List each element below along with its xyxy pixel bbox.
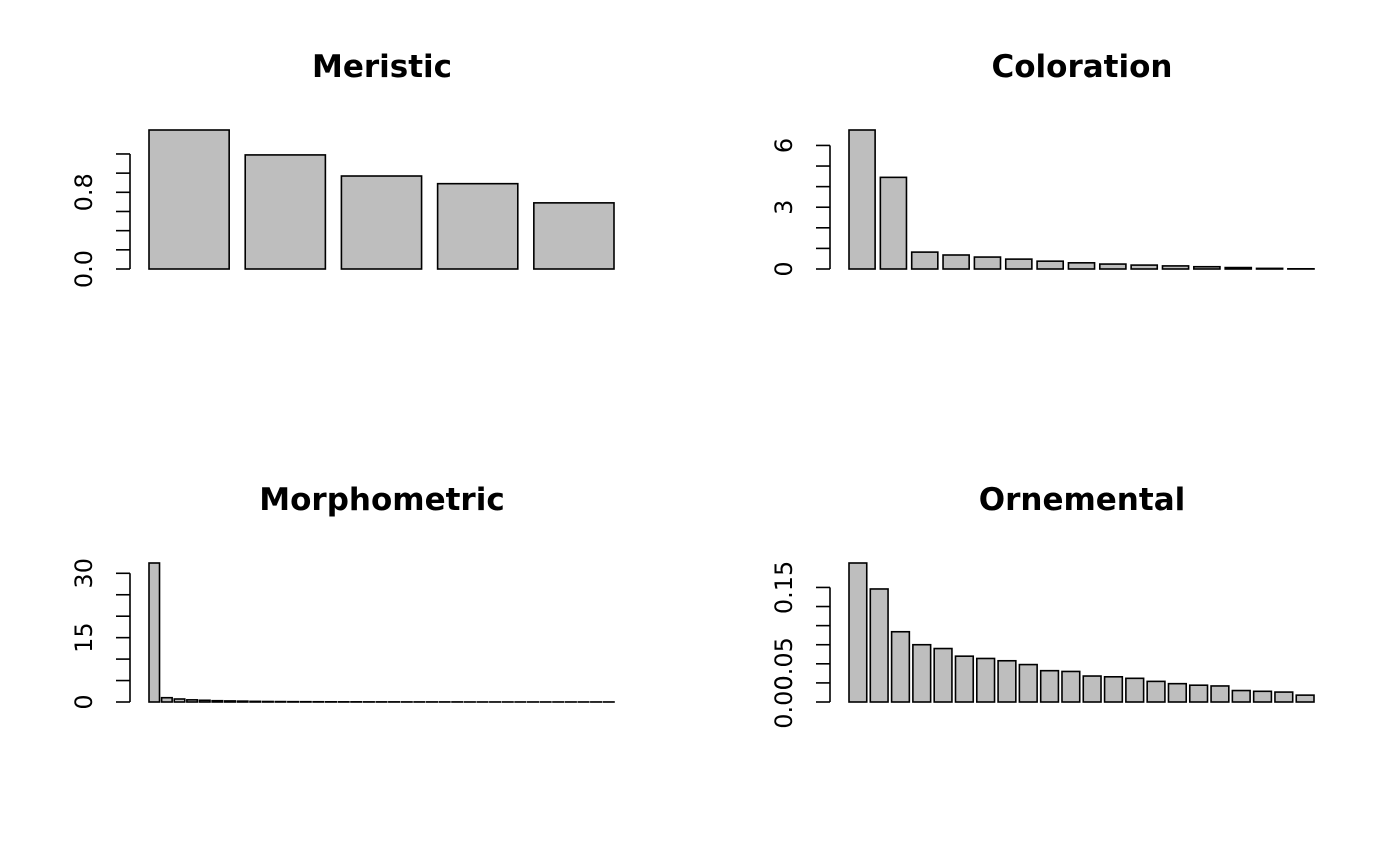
bar bbox=[942, 254, 970, 270]
bar bbox=[223, 700, 237, 703]
panel-coloration: Coloration 0 3 6 bbox=[770, 49, 1315, 277]
y-tick-label: 0.00 bbox=[770, 675, 798, 728]
y-tick-label: 0.05 bbox=[770, 637, 798, 690]
bar bbox=[997, 659, 1017, 703]
bar bbox=[148, 562, 161, 703]
chart-title: Ornemental bbox=[979, 482, 1186, 518]
y-tick-label: 15 bbox=[70, 622, 98, 653]
y-tick-label: 0.15 bbox=[770, 561, 798, 614]
bar bbox=[148, 129, 230, 270]
bar bbox=[1061, 670, 1081, 703]
bar bbox=[954, 655, 975, 703]
chart-title: Morphometric bbox=[259, 482, 504, 518]
bar bbox=[1039, 669, 1060, 703]
bar bbox=[1036, 260, 1065, 270]
chart-title: Coloration bbox=[992, 49, 1173, 85]
bar bbox=[1103, 675, 1124, 703]
y-tick-label: 3 bbox=[770, 200, 798, 215]
bar bbox=[1252, 690, 1273, 703]
bar bbox=[848, 562, 868, 703]
bar bbox=[1188, 684, 1209, 703]
bar bbox=[890, 630, 911, 703]
bar bbox=[1018, 663, 1038, 703]
bar bbox=[198, 699, 211, 703]
bar bbox=[1255, 267, 1284, 270]
bar bbox=[1161, 265, 1190, 270]
panel-meristic: Meristic 0.0 0.8 bbox=[70, 49, 615, 288]
bar bbox=[1130, 264, 1159, 270]
bar bbox=[1193, 265, 1221, 270]
bar bbox=[1146, 680, 1166, 703]
bar bbox=[436, 182, 519, 270]
y-tick-label: 6 bbox=[770, 138, 798, 153]
bar bbox=[973, 256, 1002, 270]
bar bbox=[1210, 685, 1230, 703]
bar bbox=[910, 251, 939, 270]
chart-title: Meristic bbox=[312, 49, 452, 85]
bar bbox=[1067, 262, 1096, 270]
bar bbox=[1082, 675, 1102, 703]
bar bbox=[1125, 677, 1145, 703]
bar bbox=[533, 202, 615, 270]
bar bbox=[340, 175, 423, 270]
bar bbox=[1167, 682, 1188, 703]
bar bbox=[211, 699, 224, 703]
panel-ornemental: Ornemental 0.000.05 0.15 bbox=[770, 482, 1315, 729]
bar bbox=[1098, 263, 1127, 270]
bar bbox=[975, 657, 996, 703]
y-tick-label: 0 bbox=[70, 694, 98, 709]
y-tick-label: 30 bbox=[70, 558, 98, 589]
bar bbox=[933, 647, 953, 703]
bar bbox=[186, 699, 199, 703]
bar bbox=[261, 700, 274, 703]
bar bbox=[1224, 266, 1253, 270]
bar bbox=[848, 129, 876, 270]
bar bbox=[160, 696, 173, 703]
bar bbox=[244, 154, 327, 270]
y-tick-label: 0 bbox=[770, 261, 798, 276]
bar bbox=[869, 588, 889, 703]
bar bbox=[1231, 689, 1251, 703]
y-tick-label: 0.0 bbox=[70, 250, 98, 288]
bar bbox=[1004, 258, 1033, 270]
bar bbox=[1295, 694, 1315, 703]
bar bbox=[249, 700, 262, 703]
bar bbox=[912, 643, 932, 703]
bar bbox=[173, 698, 186, 703]
panel-morphometric: Morphometric 0 15 30 bbox=[70, 482, 615, 710]
bar bbox=[879, 176, 908, 270]
y-tick-label: 0.8 bbox=[70, 173, 98, 211]
bar bbox=[1274, 691, 1294, 703]
bar bbox=[236, 700, 249, 703]
